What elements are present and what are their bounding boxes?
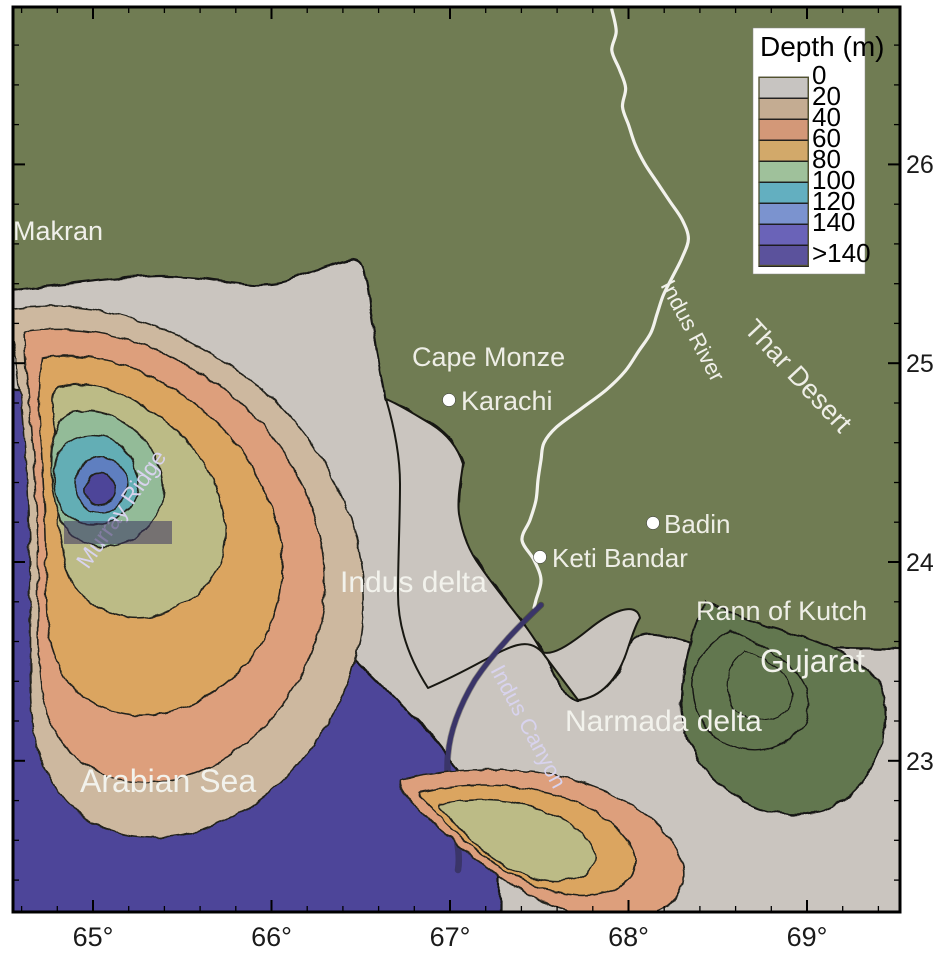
svg-text:23°: 23° bbox=[906, 748, 933, 776]
svg-text:67°: 67° bbox=[430, 922, 471, 952]
svg-text:Makran: Makran bbox=[13, 216, 103, 246]
svg-text:24°: 24° bbox=[906, 549, 933, 577]
svg-text:68°: 68° bbox=[608, 922, 649, 952]
svg-text:Arabian Sea: Arabian Sea bbox=[80, 763, 256, 799]
svg-text:26°: 26° bbox=[906, 151, 933, 179]
svg-text:65°: 65° bbox=[73, 922, 114, 952]
svg-text:140: 140 bbox=[812, 207, 855, 237]
svg-text:66°: 66° bbox=[251, 922, 292, 952]
svg-text:Narmada delta: Narmada delta bbox=[565, 705, 762, 738]
svg-text:Cape Monze: Cape Monze bbox=[412, 342, 565, 372]
svg-text:69°: 69° bbox=[787, 922, 828, 952]
svg-text:Rann of Kutch: Rann of Kutch bbox=[696, 596, 867, 626]
svg-text:>140: >140 bbox=[812, 238, 871, 268]
svg-text:Gujarat: Gujarat bbox=[760, 643, 865, 679]
svg-text:25°: 25° bbox=[906, 350, 933, 378]
svg-text:Badin: Badin bbox=[664, 509, 731, 539]
svg-text:Indus delta: Indus delta bbox=[340, 566, 487, 599]
svg-text:Depth (m): Depth (m) bbox=[760, 31, 884, 62]
svg-text:Karachi: Karachi bbox=[461, 386, 553, 416]
svg-text:Keti Bandar: Keti Bandar bbox=[552, 543, 688, 573]
